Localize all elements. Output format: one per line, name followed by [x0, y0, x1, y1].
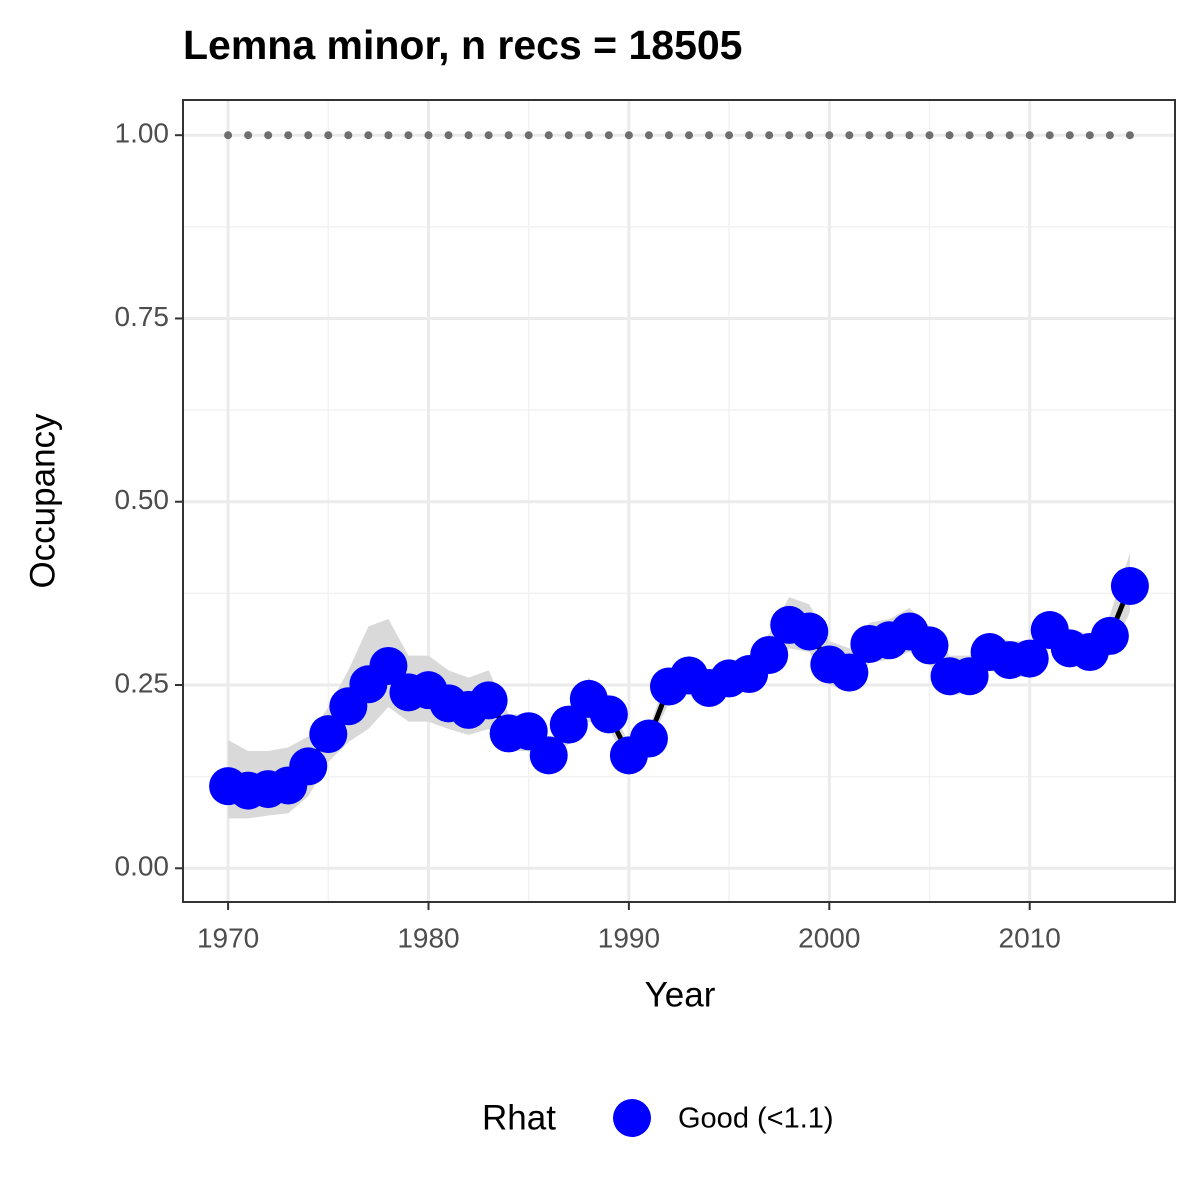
point: [790, 612, 829, 651]
point: [1010, 639, 1049, 678]
y-tick-label: 0.25: [115, 667, 170, 698]
reference-dot: [905, 131, 914, 140]
y-axis-label: Occupancy: [23, 413, 62, 589]
reference-dot: [224, 131, 233, 140]
x-axis-label: Year: [645, 975, 716, 1014]
reference-dot: [584, 131, 593, 140]
y-tick-label: 0.00: [115, 851, 170, 882]
reference-dot: [725, 131, 734, 140]
y-tick-label: 0.50: [115, 484, 170, 515]
reference-dot: [324, 131, 333, 140]
x-tick-label: 1970: [197, 922, 259, 953]
reference-dot: [865, 131, 874, 140]
point: [549, 705, 588, 744]
reference-dot: [624, 131, 633, 140]
point: [750, 635, 789, 674]
reference-dot: [524, 131, 533, 140]
reference-dot: [484, 131, 493, 140]
reference-dot: [965, 131, 974, 140]
point: [629, 719, 668, 758]
point: [369, 646, 408, 685]
point: [529, 736, 568, 775]
point: [910, 626, 949, 665]
reference-dot: [1005, 131, 1014, 140]
reference-dot: [685, 131, 694, 140]
reference-dot: [705, 131, 714, 140]
legend-label: Good (<1.1): [678, 1103, 834, 1135]
reference-dot: [664, 131, 673, 140]
reference-dot: [925, 131, 934, 140]
reference-dot: [284, 131, 293, 140]
reference-dot: [1045, 131, 1054, 140]
reference-dot: [264, 131, 273, 140]
reference-dot: [464, 131, 473, 140]
chart-title: Lemna minor, n recs = 18505: [183, 22, 743, 68]
point: [289, 747, 328, 786]
reference-dot: [364, 131, 373, 140]
reference-dot: [885, 131, 894, 140]
reference-dot: [845, 131, 854, 140]
x-tick-label: 2000: [798, 922, 860, 953]
reference-dot: [644, 131, 653, 140]
point: [830, 653, 869, 692]
reference-dot: [404, 131, 413, 140]
reference-dot: [1065, 131, 1074, 140]
point: [309, 715, 348, 754]
point: [1110, 567, 1149, 606]
reference-dot: [1125, 131, 1134, 140]
legend-title: Rhat: [482, 1098, 556, 1137]
point: [1090, 616, 1129, 655]
reference-dot: [985, 131, 994, 140]
reference-dot: [604, 131, 613, 140]
reference-dot: [384, 131, 393, 140]
reference-dot: [424, 131, 433, 140]
reference-dot: [745, 131, 754, 140]
reference-dot: [1105, 131, 1114, 140]
point: [469, 681, 508, 720]
x-tick-label: 1980: [397, 922, 459, 953]
reference-dot: [544, 131, 553, 140]
reference-dot: [304, 131, 313, 140]
x-tick-label: 1990: [598, 922, 660, 953]
reference-dot: [945, 131, 954, 140]
reference-dot: [825, 131, 834, 140]
point: [589, 695, 628, 734]
reference-dot: [785, 131, 794, 140]
reference-dot: [1085, 131, 1094, 140]
y-tick-label: 0.75: [115, 301, 170, 332]
reference-dot: [504, 131, 513, 140]
reference-dot: [244, 131, 253, 140]
x-tick-label: 2010: [999, 922, 1061, 953]
reference-dot: [765, 131, 774, 140]
reference-dot: [805, 131, 814, 140]
reference-dot: [444, 131, 453, 140]
reference-dot: [344, 131, 353, 140]
panel-border: [182, 99, 1176, 903]
y-tick-label: 1.00: [115, 118, 170, 149]
reference-dot: [1025, 131, 1034, 140]
reference-dot: [564, 131, 573, 140]
legend-key: [613, 1099, 651, 1137]
